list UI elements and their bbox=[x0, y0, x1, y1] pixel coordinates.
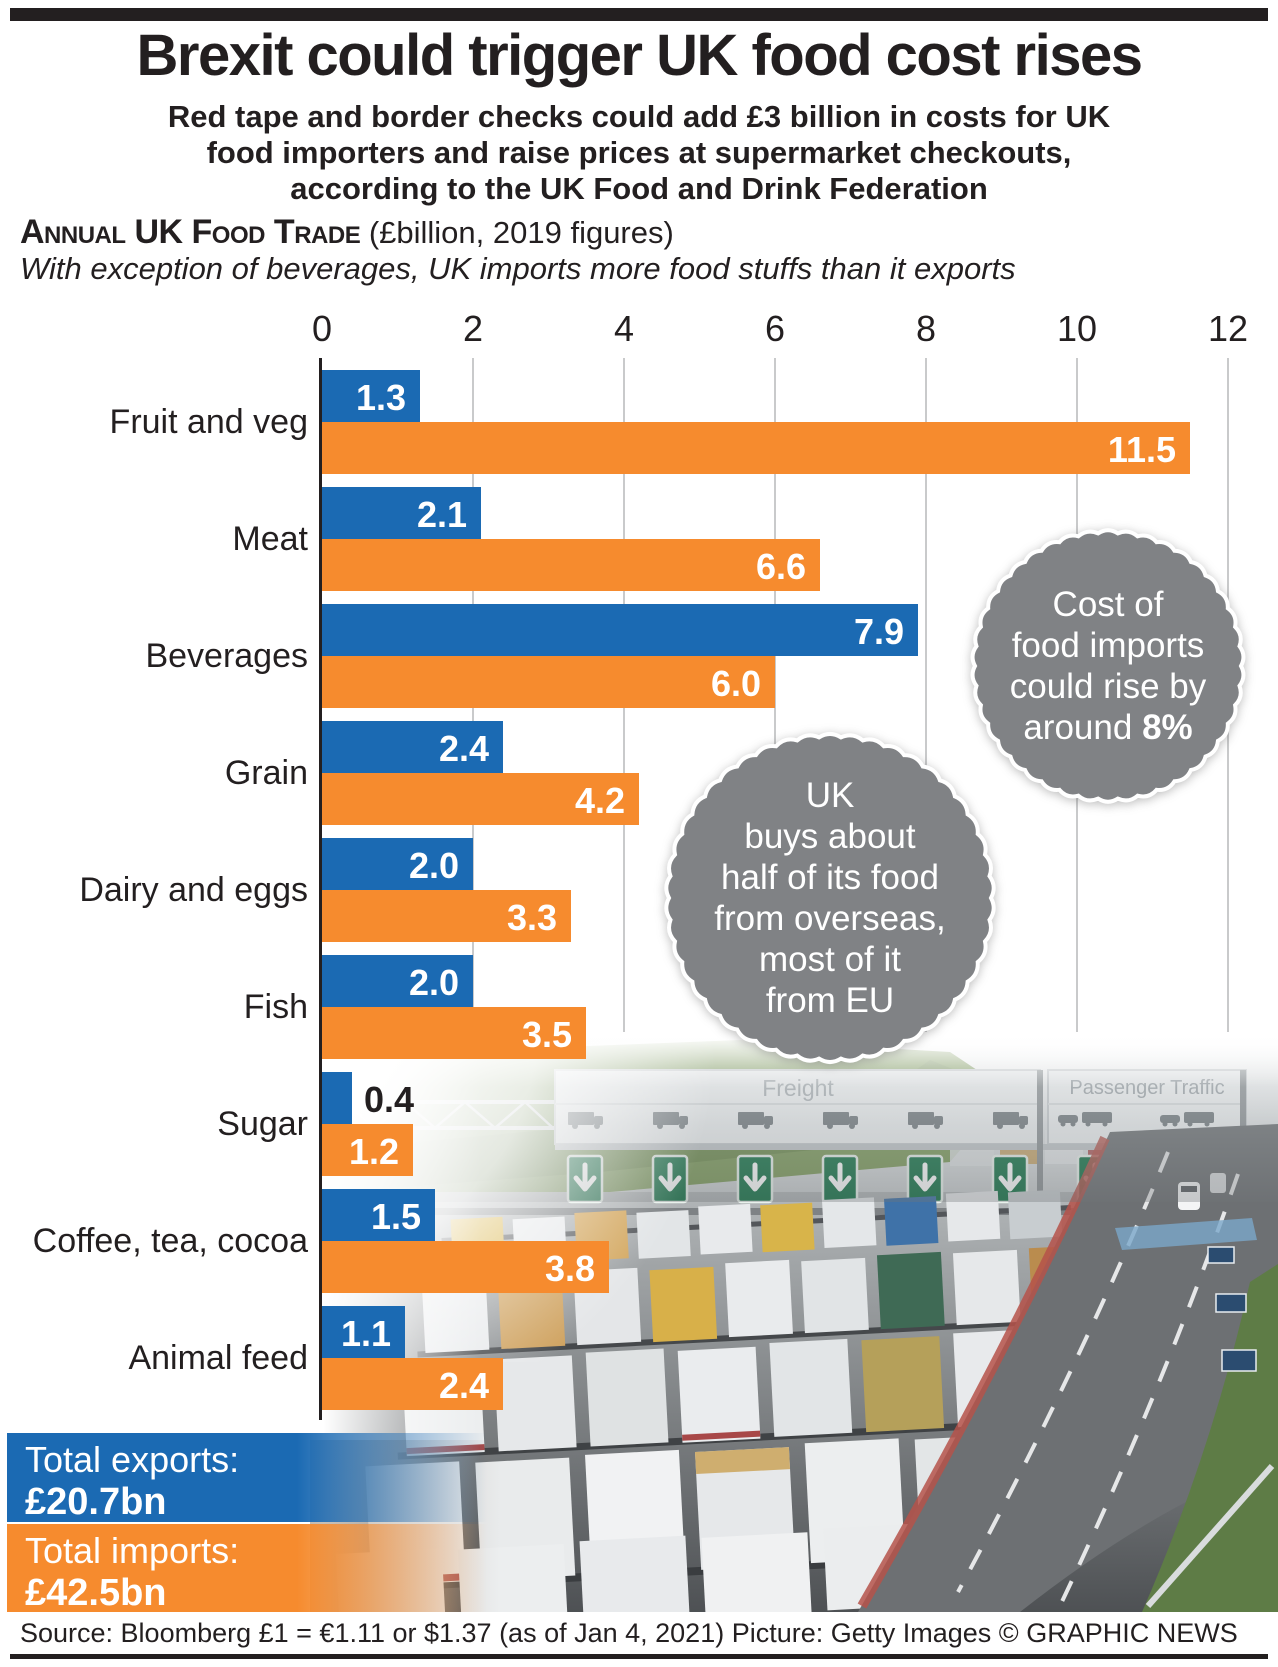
category-label-fruit-and-veg: Fruit and veg bbox=[109, 403, 308, 441]
callout-line: buys about bbox=[744, 817, 916, 856]
callout-uk-buys-overseas: UK buys about half of its food from over… bbox=[655, 723, 1005, 1073]
callout-line: around 8% bbox=[1023, 708, 1193, 747]
exports-value-coffee-tea-cocoa: 1.5 bbox=[370, 1196, 421, 1237]
imports-bar-meat bbox=[322, 539, 820, 591]
category-label-fish: Fish bbox=[243, 988, 308, 1026]
exports-value-meat: 2.1 bbox=[416, 494, 467, 535]
category-label-coffee-tea-cocoa: Coffee, tea, cocoa bbox=[32, 1222, 308, 1260]
callout-text: Cost of food imports could rise by aroun… bbox=[962, 520, 1254, 812]
category-label-grain: Grain bbox=[224, 754, 308, 792]
chart-title-suffix: (£billion, 2019 figures) bbox=[360, 215, 674, 250]
exports-bar-fruit-and-veg bbox=[322, 370, 420, 422]
exports-bar-fish bbox=[322, 955, 473, 1007]
x-axis-tick-label: 0 bbox=[311, 308, 333, 349]
x-axis-tick-label: 10 bbox=[1056, 308, 1098, 349]
callout-bold-value: 8% bbox=[1142, 708, 1193, 747]
imports-value-fish: 3.5 bbox=[521, 1014, 572, 1055]
callout-line: Cost of bbox=[1052, 585, 1164, 624]
subtitle-line: Red tape and border checks could add £3 … bbox=[167, 99, 1111, 134]
callout-line: half of its food bbox=[721, 858, 939, 897]
top-rule bbox=[10, 8, 1268, 21]
callout-line: UK bbox=[805, 776, 855, 815]
exports-value-dairy-and-eggs: 2.0 bbox=[408, 845, 459, 886]
subtitle-line: food importers and raise prices at super… bbox=[206, 135, 1072, 170]
imports-value-meat: 6.6 bbox=[755, 546, 806, 587]
exports-value-sugar: 0.4 bbox=[364, 1079, 415, 1120]
exports-bar-grain bbox=[322, 721, 503, 773]
imports-bar-beverages bbox=[322, 656, 775, 708]
imports-value-coffee-tea-cocoa: 3.8 bbox=[544, 1248, 595, 1289]
category-label-animal-feed: Animal feed bbox=[128, 1339, 308, 1377]
bottom-rule bbox=[10, 1654, 1268, 1659]
callout-line: from EU bbox=[765, 981, 895, 1020]
chart-section-header: Annual UK Food Trade (£billion, 2019 fig… bbox=[20, 213, 674, 252]
imports-value-grain: 4.2 bbox=[574, 780, 625, 821]
subtitle-line: according to the UK Food and Drink Feder… bbox=[290, 171, 988, 206]
gridline bbox=[623, 358, 625, 1410]
callout-line: most of it bbox=[759, 940, 901, 979]
chart-note: With exception of beverages, UK imports … bbox=[20, 251, 1016, 286]
imports-value-animal-feed: 2.4 bbox=[438, 1365, 489, 1406]
category-label-sugar: Sugar bbox=[217, 1105, 308, 1143]
source-credit: Source: Bloomberg £1 = €1.11 or $1.37 (a… bbox=[20, 1618, 1238, 1648]
x-axis-tick-label: 12 bbox=[1207, 308, 1249, 349]
exports-value-grain: 2.4 bbox=[438, 728, 489, 769]
x-axis-tick-label: 2 bbox=[462, 308, 484, 349]
category-label-beverages: Beverages bbox=[145, 637, 308, 675]
imports-value-beverages: 6.0 bbox=[710, 663, 761, 704]
callout-line: food imports bbox=[1011, 626, 1205, 665]
callout-import-cost-rise: Cost of food imports could rise by aroun… bbox=[962, 520, 1254, 812]
chart-title: Annual UK Food Trade bbox=[20, 213, 361, 251]
imports-value-dairy-and-eggs: 3.3 bbox=[506, 897, 557, 938]
total-imports-label: Total imports: bbox=[25, 1530, 240, 1571]
callout-line: could rise by bbox=[1009, 667, 1207, 706]
exports-value-fish: 2.0 bbox=[408, 962, 459, 1003]
category-label-meat: Meat bbox=[232, 520, 308, 558]
total-exports-value: £20.7bn bbox=[25, 1481, 167, 1523]
callout-text: UK buys about half of its food from over… bbox=[655, 723, 1005, 1073]
exports-value-fruit-and-veg: 1.3 bbox=[355, 377, 406, 418]
category-label-dairy-and-eggs: Dairy and eggs bbox=[79, 871, 308, 909]
imports-bar-dairy-and-eggs bbox=[322, 890, 571, 942]
imports-bar-fruit-and-veg bbox=[322, 422, 1190, 474]
gridline bbox=[472, 358, 474, 1410]
total-imports-value: £42.5bn bbox=[25, 1572, 167, 1614]
x-axis-tick-label: 4 bbox=[613, 308, 635, 349]
exports-bar-sugar bbox=[322, 1072, 352, 1124]
imports-value-sugar: 1.2 bbox=[348, 1131, 399, 1172]
total-imports-box: Total imports: £42.5bn bbox=[7, 1524, 507, 1614]
roadside-signs bbox=[1207, 1246, 1257, 1372]
imports-value-fruit-and-veg: 11.5 bbox=[1107, 429, 1176, 470]
gridline bbox=[1227, 358, 1229, 1410]
exports-value-beverages: 7.9 bbox=[853, 611, 904, 652]
exports-bar-meat bbox=[322, 487, 481, 539]
x-axis-tick-label: 6 bbox=[764, 308, 786, 349]
exports-bar-beverages bbox=[322, 604, 918, 656]
total-exports-box: Total exports: £20.7bn bbox=[7, 1433, 507, 1523]
gridline bbox=[1076, 358, 1078, 1410]
y-axis-line bbox=[319, 358, 322, 1420]
x-axis-tick-label: 8 bbox=[915, 308, 937, 349]
total-exports-label: Total exports: bbox=[25, 1439, 240, 1480]
exports-value-animal-feed: 1.1 bbox=[340, 1313, 391, 1354]
imports-bar-grain bbox=[322, 773, 639, 825]
scalloped-circle bbox=[970, 528, 1246, 804]
exports-bar-dairy-and-eggs bbox=[322, 838, 473, 890]
callout-line: from overseas, bbox=[714, 899, 946, 938]
page-title: Brexit could trigger UK food cost rises bbox=[136, 23, 1143, 88]
subtitle: Red tape and border checks could add £3 … bbox=[0, 99, 1278, 207]
